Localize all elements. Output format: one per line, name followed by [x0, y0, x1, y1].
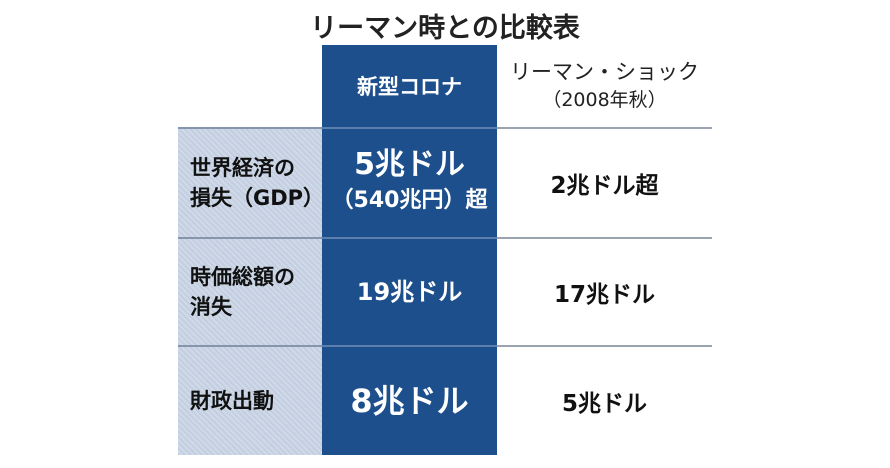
corona-column: 新型コロナ 5兆ドル （540兆円）超 19兆ドル 8兆ドル: [322, 45, 497, 455]
value-line: （540兆円）超: [331, 188, 488, 213]
header-cell: リーマン・ショック （2008年秋）: [497, 45, 712, 127]
value-line: 19兆ドル: [356, 278, 463, 306]
value-line: 5兆ドル: [561, 391, 647, 417]
label-line: 損失（GDP）: [190, 186, 325, 210]
label-line: 時価総額の: [190, 265, 295, 289]
title: リーマン時との比較表: [310, 13, 580, 44]
lehman-value: 5兆ドル: [497, 345, 712, 455]
label-line: 世界経済の: [190, 156, 295, 180]
row-label: 時価総額の 消失: [178, 237, 322, 345]
label-line: 財政出動: [190, 389, 274, 413]
value-line: 5兆ドル: [354, 147, 465, 182]
corona-value: 19兆ドル: [322, 237, 497, 345]
header-cell: 新型コロナ: [322, 45, 497, 127]
value-line: 17兆ドル: [553, 282, 655, 308]
label-line: 消失: [190, 295, 232, 319]
lehman-column: リーマン・ショック （2008年秋） 2兆ドル超 17兆ドル 5兆ドル: [497, 45, 712, 455]
corona-value: 8兆ドル: [322, 345, 497, 455]
value-line: 8兆ドル: [350, 382, 469, 420]
corona-value: 5兆ドル （540兆円）超: [322, 127, 497, 237]
row-label: 世界経済の損失（GDP）: [178, 127, 325, 237]
row-label: 財政出動: [178, 345, 322, 455]
lehman-value: 17兆ドル: [497, 237, 712, 345]
header-note: （2008年秋）: [542, 89, 667, 111]
header-text: リーマン・ショック: [510, 60, 699, 84]
value-line: 2兆ドル超: [550, 173, 659, 199]
comparison-table: 世界経済の 損失（GDP） 時価総額の 消失 財政出動 新型コロナ 5兆ドル （540兆円…: [178, 45, 712, 455]
lehman-value: 2兆ドル超: [497, 127, 712, 237]
label-column: 世界経済の 損失（GDP） 時価総額の 消失 財政出動: [178, 45, 325, 455]
header-text: 新型コロナ: [357, 75, 462, 99]
